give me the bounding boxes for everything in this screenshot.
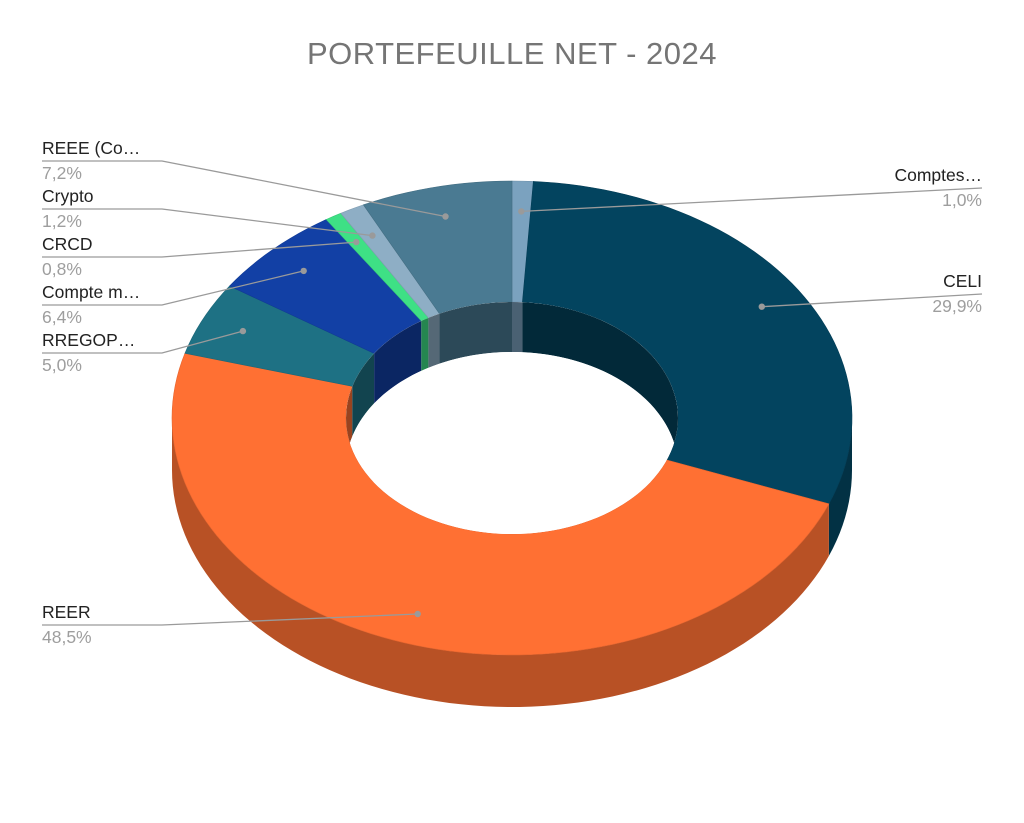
inner-wall-segment — [352, 353, 375, 437]
chart-title: PORTEFEUILLE NET - 2024 — [306, 36, 718, 71]
data-labels: Comptes… 1,0% CELI 29,9% REER 48,5% RREGOP… 5,0… — [42, 138, 983, 647]
donut-inner-wall-visible — [346, 302, 678, 468]
leader-line — [42, 330, 244, 354]
side-segment — [172, 418, 829, 707]
leader-dot — [758, 303, 765, 310]
leader-dot — [369, 232, 376, 239]
slice-value-label: 7,2% — [42, 163, 82, 183]
leader-line — [42, 613, 418, 626]
slice-value-label: 5,0% — [42, 355, 82, 375]
inner-wall-segment — [522, 302, 678, 468]
leader-line — [42, 208, 373, 237]
inner-wall-segment — [512, 302, 523, 353]
leader-dot — [442, 213, 449, 220]
slice-label: RREGOP… — [42, 330, 135, 350]
side-segment — [828, 418, 852, 556]
leader-line — [42, 160, 446, 218]
slice-value-label: 48,5% — [42, 627, 92, 647]
slice-label: REER — [42, 602, 91, 622]
leader-line — [761, 293, 983, 308]
slice-label: Comptes… — [894, 165, 982, 185]
slice-value-label: 1,2% — [42, 211, 82, 231]
inner-wall-segment — [421, 317, 429, 371]
leader-line — [521, 187, 983, 213]
slice-label: CRCD — [42, 234, 93, 254]
inner-wall-segment — [428, 313, 440, 368]
leader-dot — [353, 238, 360, 246]
inner-wall-segment — [374, 320, 422, 404]
donut-sides — [172, 418, 852, 707]
leader-line — [42, 270, 304, 306]
slice-value-label: 6,4% — [42, 307, 82, 327]
slice-value-label: 1,0% — [942, 190, 982, 210]
slice-label: CELI — [943, 271, 982, 291]
leader-dot — [414, 610, 421, 618]
leader-dot — [239, 327, 247, 335]
leader-line — [42, 241, 357, 258]
slice-value-label: 0,8% — [42, 259, 82, 279]
inner-wall-segment — [439, 302, 512, 364]
leader-dot — [300, 267, 307, 275]
slice-label: Compte m… — [42, 282, 140, 302]
leader-dot — [518, 208, 525, 215]
slice-label: Crypto — [42, 186, 94, 206]
slice-label: REEE (Co… — [42, 138, 140, 158]
slice-value-label: 29,9% — [932, 296, 982, 316]
